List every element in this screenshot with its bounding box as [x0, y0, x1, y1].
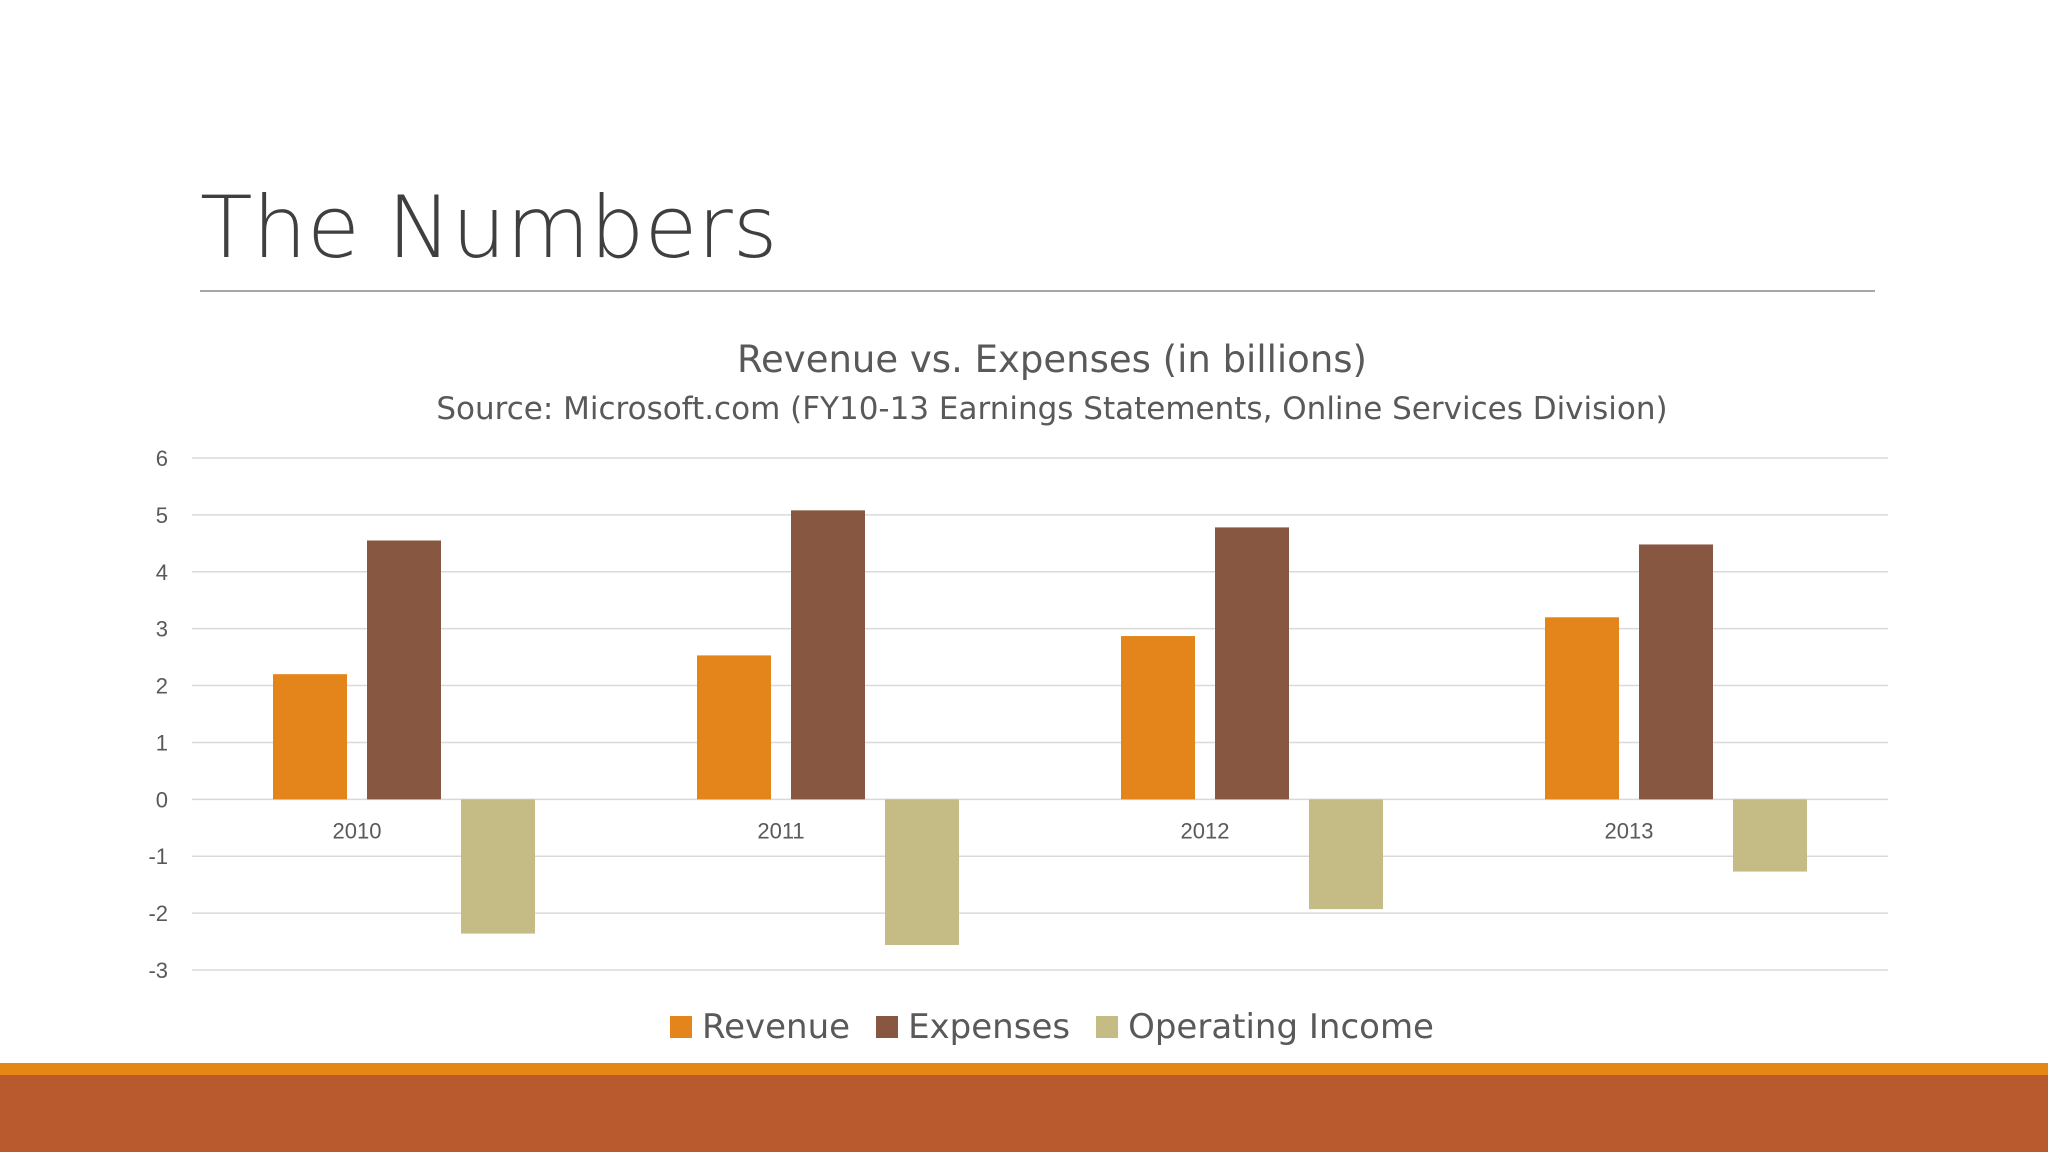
- y-tick-label: 4: [156, 560, 168, 585]
- bar-expenses-2010: [367, 540, 441, 800]
- bar-chart: 6 5 4 3 2 1 0 -1 -2 -3 2010 2011 2012 2013: [148, 446, 1888, 983]
- y-tick-label: 2: [156, 674, 168, 699]
- legend-swatch-expenses: [876, 1016, 899, 1038]
- legend-item-operating-income: Operating Income: [1096, 1007, 1434, 1047]
- x-tick-label-2012: 2012: [1181, 818, 1230, 843]
- legend-label-expenses: Expenses: [908, 1007, 1071, 1047]
- y-tick-label: -3: [148, 958, 168, 983]
- bar-expenses-2013: [1639, 544, 1713, 800]
- bar-revenue-2011: [697, 655, 771, 800]
- x-tick-label-2013: 2013: [1605, 818, 1654, 843]
- chart-subtitle: Source: Microsoft.com (FY10-13 Earnings …: [436, 391, 1668, 427]
- bar-revenue-2012: [1121, 636, 1195, 800]
- bar-operating-income-2012: [1309, 799, 1383, 910]
- bar-expenses-2012: [1215, 527, 1289, 800]
- bar-operating-income-2010: [461, 799, 535, 934]
- bar-revenue-2013: [1545, 617, 1619, 800]
- y-tick-label: 5: [156, 503, 168, 528]
- title-divider: [200, 290, 1875, 292]
- y-tick-label: 6: [156, 446, 168, 471]
- chart-title: Revenue vs. Expenses (in billions): [737, 338, 1367, 381]
- legend-item-revenue: Revenue: [670, 1007, 850, 1047]
- y-tick-label: -1: [148, 844, 168, 869]
- x-tick-label-2010: 2010: [333, 818, 382, 843]
- chart-legend: Revenue Expenses Operating Income: [0, 1000, 2048, 1054]
- bar-operating-income-2013: [1733, 799, 1807, 872]
- slide-title: The Numbers: [200, 178, 778, 278]
- footer-band-accent: [0, 1063, 2048, 1075]
- legend-item-expenses: Expenses: [876, 1007, 1070, 1047]
- bar-expenses-2011: [791, 510, 865, 800]
- legend-label-operating-income: Operating Income: [1128, 1007, 1434, 1047]
- legend-label-revenue: Revenue: [702, 1007, 851, 1047]
- x-tick-label-2011: 2011: [757, 818, 804, 843]
- legend-swatch-operating-income: [1096, 1016, 1119, 1038]
- bar-operating-income-2011: [885, 799, 959, 945]
- footer-band: [0, 1075, 2048, 1152]
- legend-swatch-revenue: [670, 1016, 692, 1038]
- bar-revenue-2010: [273, 674, 347, 800]
- y-tick-label: -2: [148, 901, 168, 926]
- y-tick-label: 1: [156, 730, 168, 755]
- y-tick-label: 0: [156, 787, 168, 812]
- y-tick-label: 3: [156, 617, 168, 642]
